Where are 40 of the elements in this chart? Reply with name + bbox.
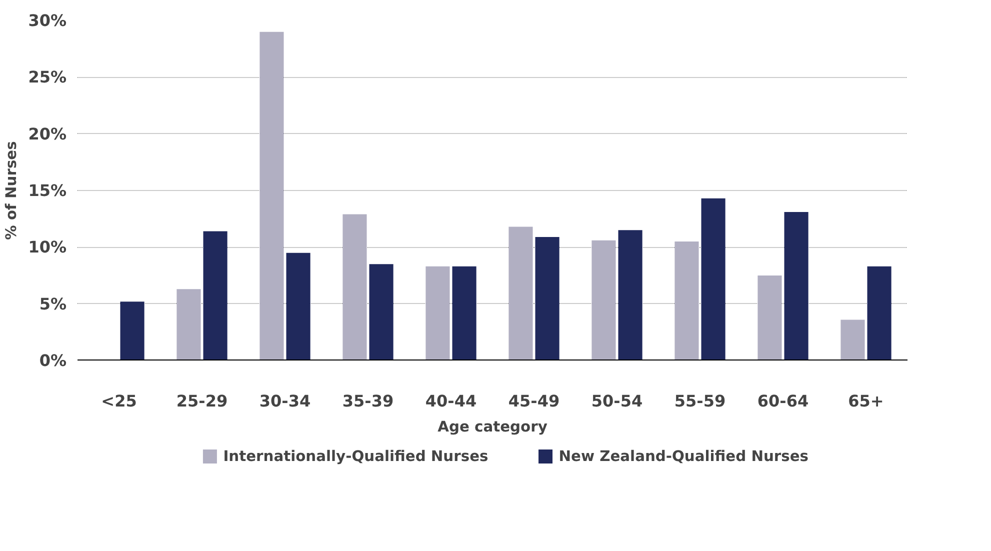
bar <box>260 32 284 360</box>
bar <box>203 231 228 360</box>
x-tick-label: 45-49 <box>508 392 560 410</box>
x-tick-label: 40-44 <box>425 392 477 410</box>
y-axis-title: % of Nurses <box>3 140 20 240</box>
bar <box>369 264 394 360</box>
bar <box>426 266 450 360</box>
bar <box>286 252 310 360</box>
y-tick-label: 30% <box>28 11 66 30</box>
bar <box>176 289 201 360</box>
y-tick-label: 10% <box>28 238 66 257</box>
y-tick-label: 5% <box>39 294 67 314</box>
x-tick-label: 30-34 <box>259 392 311 410</box>
bar <box>701 198 726 360</box>
x-tick-label: 65+ <box>848 392 884 410</box>
bar <box>867 266 892 360</box>
bar <box>674 242 699 360</box>
bar <box>618 230 642 360</box>
legend-label: Internationally-Qualified Nurses <box>223 448 489 465</box>
bar <box>592 240 616 360</box>
x-axis-title: Age category <box>438 418 548 436</box>
x-tick-label: 50-54 <box>591 392 643 410</box>
y-tick-label: 20% <box>28 124 66 144</box>
y-tick-label: 15% <box>28 181 66 200</box>
bar <box>840 320 865 360</box>
x-tick-label: <25 <box>101 392 137 410</box>
bar <box>758 276 782 360</box>
x-tick-label: 55-59 <box>674 392 726 410</box>
bar <box>535 236 560 360</box>
y-tick-label: 0% <box>39 351 67 370</box>
bar <box>508 226 533 360</box>
x-tick-label: 35-39 <box>342 392 394 410</box>
bar <box>452 266 476 360</box>
bar <box>120 302 144 360</box>
x-tick-label: 60-64 <box>757 392 809 410</box>
legend-label: New Zealand-Qualified Nurses <box>558 448 809 465</box>
bar <box>784 212 808 360</box>
y-tick-label: 25% <box>28 68 66 87</box>
bar <box>342 214 367 360</box>
x-tick-label: 25-29 <box>176 392 228 410</box>
